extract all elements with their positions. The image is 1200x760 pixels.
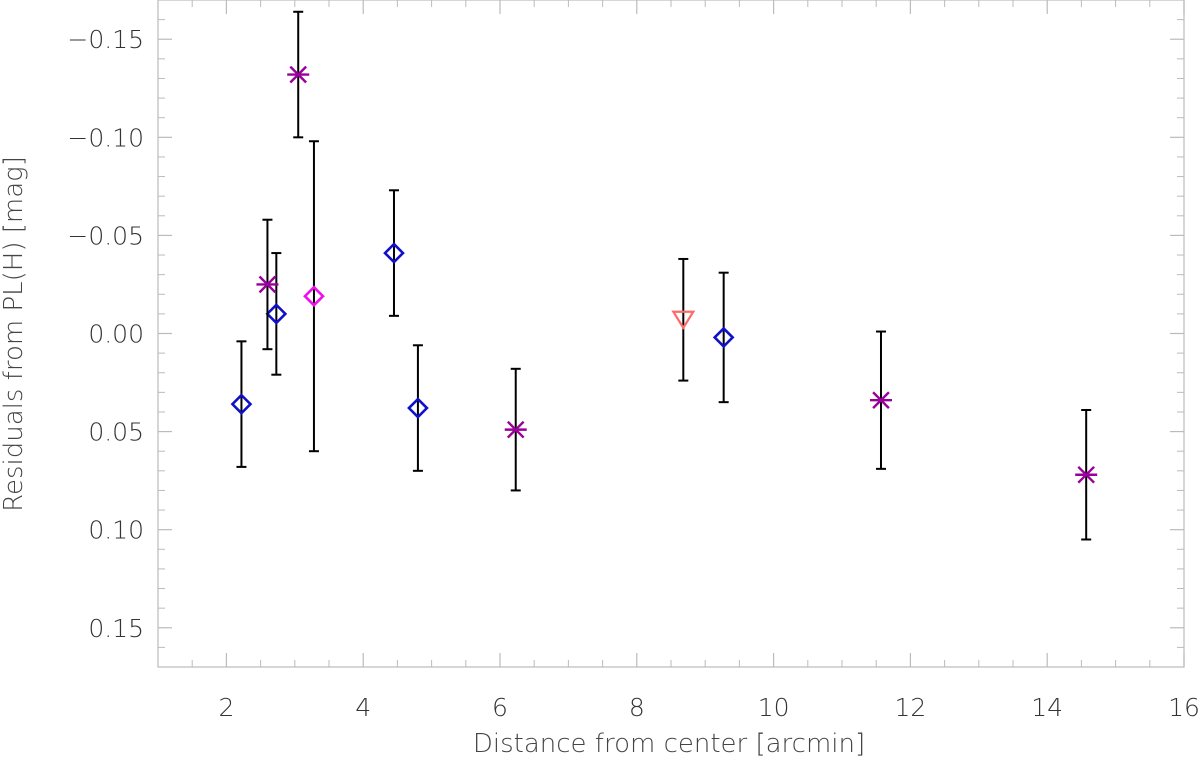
plot-frame	[157, 0, 1185, 668]
y-axis-label: Residuals from PL(H) [mag]	[0, 156, 29, 512]
data-point-asterisk	[1075, 465, 1098, 484]
x-tick-label: 8	[629, 693, 645, 722]
data-point-diamond	[265, 303, 288, 325]
y-tick-label: 0.10	[88, 516, 144, 545]
x-tick-label: 16	[1168, 693, 1200, 722]
data-point-diamond	[303, 285, 325, 308]
x-tick-label: 6	[492, 693, 508, 722]
y-tick-label: −0.05	[67, 221, 144, 250]
x-tick-label: 12	[894, 693, 926, 722]
data-point-diamond	[407, 397, 429, 419]
y-tick-label: 0.15	[88, 614, 144, 643]
tick-labels: 2 4 6 8 10 12 14 16 −0.15 −0.10 −0.05 0.00 0.05 0.10 0…	[67, 25, 1200, 722]
x-tick-label: 4	[355, 693, 371, 722]
asterisk-stroke	[289, 65, 307, 84]
data-point-diamond	[383, 242, 405, 264]
data-point-asterisk	[504, 420, 527, 439]
y-tick-label: −0.15	[67, 25, 144, 54]
x-tick-label: 14	[1031, 693, 1063, 722]
x-tick-label: 10	[758, 693, 790, 722]
data-point-asterisk	[256, 275, 279, 294]
asterisk-stroke	[1077, 465, 1095, 484]
axis-ticks	[157, 0, 1185, 668]
data-point-asterisk	[869, 391, 892, 409]
asterisk-stroke	[872, 391, 890, 409]
data-marks	[230, 10, 1098, 541]
data-point-asterisk	[287, 65, 310, 84]
x-tick-label: 2	[218, 693, 234, 722]
y-tick-label: −0.10	[67, 123, 144, 152]
asterisk-stroke	[258, 275, 277, 294]
y-tick-label: 0.00	[88, 320, 144, 349]
x-axis-label: Distance from center [arcmin]	[473, 729, 865, 759]
data-point-diamond	[230, 393, 253, 415]
data-point-diamond	[712, 326, 735, 349]
data-point-triangle	[671, 310, 696, 330]
y-tick-label: 0.05	[88, 418, 144, 447]
asterisk-stroke	[506, 420, 525, 439]
